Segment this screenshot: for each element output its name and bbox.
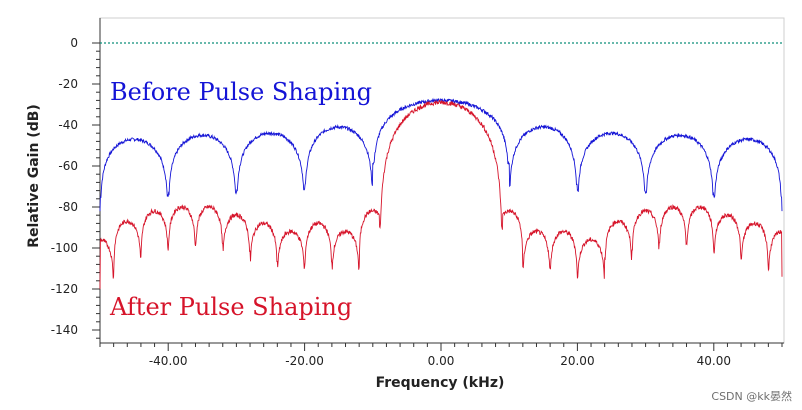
y-tick-label: -80: [58, 200, 78, 214]
x-tick-label: -20.00: [285, 354, 324, 368]
y-tick-label: -40: [58, 118, 78, 132]
x-tick-label: 20.00: [560, 354, 594, 368]
annotation-before-pulse-shaping: Before Pulse Shaping: [110, 78, 372, 106]
series-after-pulse-shaping: [99, 99, 783, 290]
x-tick-label: 40.00: [697, 354, 731, 368]
y-tick-label: -100: [51, 241, 78, 255]
y-tick-label: -120: [51, 282, 78, 296]
y-tick-label: 0: [70, 36, 78, 50]
plot-area: 0 -20 -40 -60 -80 -100 -120 -140 -40.00 -20.00 0.0…: [26, 18, 784, 391]
y-tick-label: -140: [51, 323, 78, 337]
y-tick-label: -20: [58, 77, 78, 91]
y-tick-label: -60: [58, 159, 78, 173]
watermark: CSDN @kk晏然: [711, 390, 792, 403]
x-tick-label: 0.00: [428, 354, 455, 368]
annotation-after-pulse-shaping: After Pulse Shaping: [109, 293, 352, 321]
x-axis-label: Frequency (kHz): [376, 375, 505, 391]
series-before-pulse-shaping: [99, 97, 783, 212]
x-tick-label: -40.00: [149, 354, 188, 368]
y-axis-label: Relative Gain (dB): [26, 104, 42, 248]
